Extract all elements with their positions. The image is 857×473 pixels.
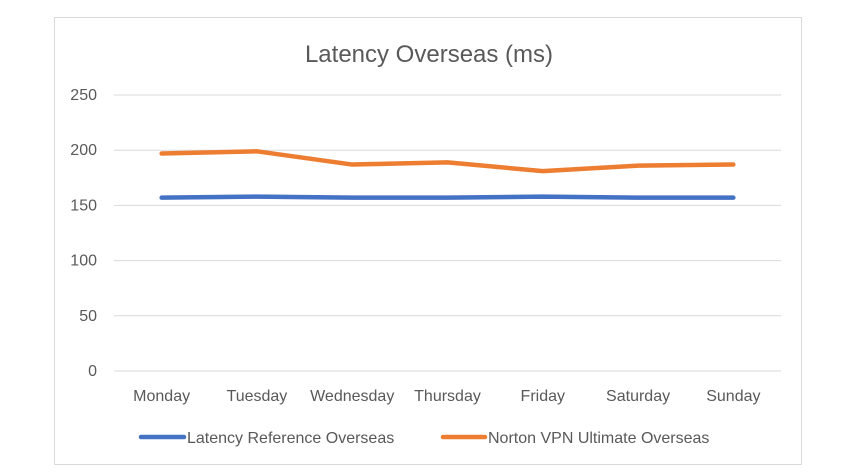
series-lines	[159, 149, 736, 200]
x-axis-ticks: Monday Tuesday Wednesday Thursday Friday Satu…	[133, 388, 760, 405]
x-tick-label: Monday	[133, 388, 190, 405]
y-tick-label: 0	[88, 363, 97, 380]
x-tick-label: Friday	[521, 388, 565, 405]
series-line-0	[159, 194, 736, 200]
x-tick-label: Saturday	[606, 388, 670, 405]
x-tick-label: Thursday	[414, 388, 481, 405]
y-tick-label: 50	[79, 308, 97, 325]
x-tick-label: Sunday	[706, 388, 760, 405]
y-axis-ticks: 0 50 100 150 200 250	[70, 87, 97, 380]
y-tick-label: 100	[70, 253, 97, 270]
x-tick-label: Tuesday	[227, 388, 288, 405]
series-line-1	[159, 149, 736, 174]
y-tick-label: 250	[70, 87, 97, 104]
gridlines	[114, 94, 781, 372]
chart-frame	[54, 17, 802, 465]
y-tick-label: 200	[70, 142, 97, 159]
chart-title: Latency Overseas (ms)	[305, 41, 553, 68]
legend-label: Latency Reference Overseas	[187, 430, 394, 447]
legend-label: Norton VPN Ultimate Overseas	[488, 430, 709, 447]
y-tick-label: 150	[70, 197, 97, 214]
legend: Latency Reference Overseas Norton VPN Ult…	[138, 430, 709, 447]
x-tick-label: Wednesday	[310, 388, 394, 405]
